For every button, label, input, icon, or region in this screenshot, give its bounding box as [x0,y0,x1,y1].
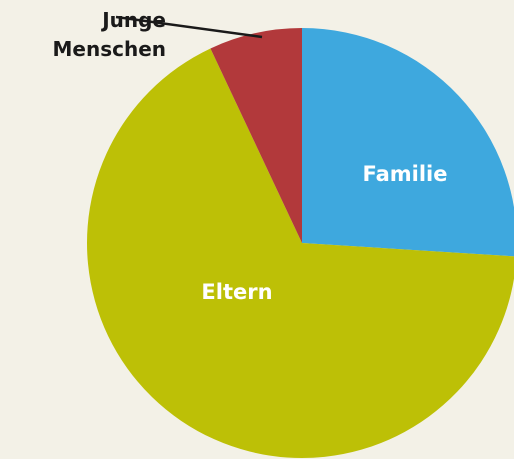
outside-label: Junge Menschen [52,8,166,61]
pie-slice [210,28,302,243]
pie-slice [302,28,514,257]
leader-line [115,15,263,39]
slice-label: Familie [362,162,447,186]
pie-slice [87,48,514,458]
slice-label: Eltern [201,280,272,304]
